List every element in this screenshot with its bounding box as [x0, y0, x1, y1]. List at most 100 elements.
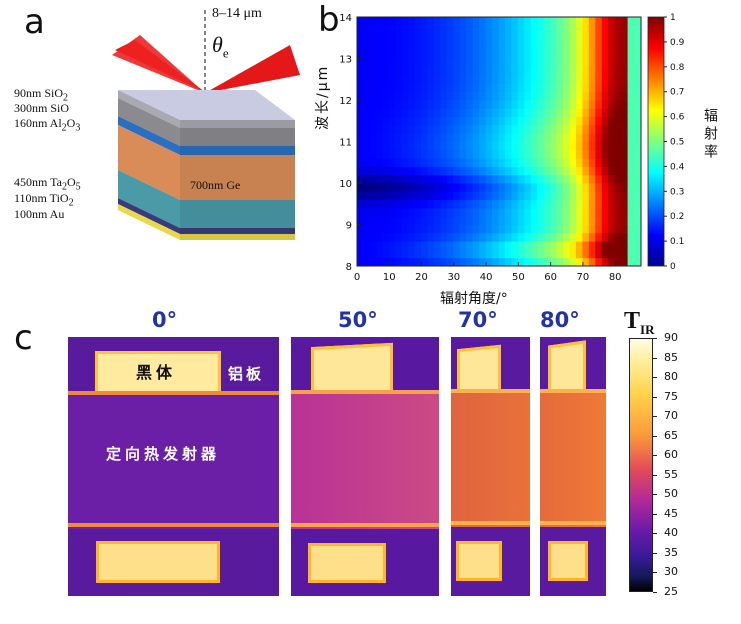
heatmap-cell	[375, 182, 384, 192]
heatmap-cell	[479, 215, 487, 225]
heatmap-cell	[537, 174, 545, 184]
heatmap-cell	[498, 215, 506, 225]
heatmap-cell	[556, 58, 565, 68]
heatmap-cell	[421, 99, 429, 109]
heatmap-cell	[408, 165, 416, 176]
heatmap-colorbar	[647, 16, 665, 267]
heatmap-cell	[375, 232, 384, 242]
heatmap-cell	[569, 66, 577, 76]
heatmap-cell	[504, 207, 513, 217]
heatmap-cell	[421, 132, 429, 142]
heatmap-cell	[472, 99, 481, 109]
heatmap-cell	[608, 49, 616, 59]
heatmap-cell	[582, 66, 590, 76]
heatmap-cell	[421, 66, 429, 76]
heatmap-cell	[537, 74, 545, 84]
heatmap-cell	[369, 132, 377, 142]
heatmap-cell	[530, 149, 539, 159]
heatmap-cell	[375, 207, 384, 217]
heatmap-cell	[459, 215, 468, 225]
layer-side-1	[180, 128, 295, 146]
heatmap-cell	[634, 124, 641, 134]
heatmap-cell	[550, 132, 558, 142]
heatmap-cell	[601, 199, 610, 209]
heatmap-cell	[362, 157, 371, 167]
heatmap-cell	[543, 116, 552, 126]
layer-side-0	[180, 120, 295, 128]
heatmap-cell	[433, 165, 442, 176]
heatmap-cell	[388, 215, 397, 225]
tir-tick	[653, 396, 657, 398]
heatmap-cell	[446, 190, 455, 201]
heatmap-cell	[530, 232, 539, 242]
heatmap-cell	[575, 199, 584, 209]
heatmap-cell	[492, 49, 500, 59]
heatmap-cell	[621, 124, 629, 134]
heatmap-cell	[575, 74, 584, 84]
heatmap-cell	[511, 190, 519, 201]
heatmap-cell	[608, 224, 616, 234]
colorbar-tick-label: 0.4	[670, 162, 685, 172]
heatmap-cell	[614, 99, 623, 109]
heatmap-cell	[357, 41, 364, 51]
heatmap-cell	[588, 74, 597, 84]
heatmap-cell	[498, 132, 506, 142]
heatmap-cell	[472, 33, 481, 43]
heatmap-cell	[530, 224, 539, 234]
heatmap-cell	[433, 149, 442, 159]
heatmap-cell	[375, 24, 384, 35]
heatmap-cell	[575, 107, 584, 118]
heatmap-cell	[375, 257, 384, 266]
heatmap-cell	[382, 49, 390, 59]
heatmap-cell	[530, 24, 539, 35]
layer-side-3	[180, 155, 295, 200]
heatmap-cell	[582, 224, 590, 234]
tir-tick	[653, 455, 657, 457]
heatmap-cell	[459, 66, 468, 76]
heatmap-cell	[421, 124, 429, 134]
heatmap-cell	[479, 174, 487, 184]
heatmap-cell	[498, 33, 506, 43]
heatmap-cell	[511, 224, 519, 234]
heatmap-cell	[472, 58, 481, 68]
heatmap-cell	[388, 157, 397, 167]
heatmap-cell	[627, 232, 636, 242]
heatmap-ylabel: 波长/μm	[315, 64, 331, 130]
heatmap-cell	[517, 17, 526, 26]
heatmap-cell	[537, 240, 545, 250]
heatmap-cell	[357, 99, 364, 109]
heatmap-cell	[466, 82, 474, 93]
heatmap-cell	[369, 174, 377, 184]
heatmap-cell	[414, 149, 423, 159]
x-tick-label: 30	[447, 272, 460, 283]
heatmap-cell	[530, 157, 539, 167]
heatmap-cell	[408, 124, 416, 134]
heatmap-cell	[421, 74, 429, 84]
heatmap-cell	[517, 149, 526, 159]
heatmap-cell	[511, 240, 519, 250]
heatmap-cell	[524, 174, 532, 184]
angle-label-0: 0°	[152, 308, 178, 332]
heatmap-cell	[362, 224, 371, 234]
heatmap-cell	[395, 41, 403, 51]
heatmap-cell	[504, 157, 513, 167]
heatmap-cell	[408, 66, 416, 76]
heatmap-cell	[466, 124, 474, 134]
heatmap-cell	[588, 99, 597, 109]
heatmap-cell	[375, 174, 384, 184]
heatmap-cell	[601, 124, 610, 134]
heatmap-cell	[357, 66, 364, 76]
heatmap-cell	[388, 116, 397, 126]
heatmap-cell	[563, 41, 571, 51]
heatmap-cell	[550, 199, 558, 209]
heatmap-cell	[627, 116, 636, 126]
heatmap-cell	[466, 248, 474, 259]
heatmap-cell	[440, 91, 448, 101]
heatmap-cell	[582, 116, 590, 126]
blackbody-annotation: 黑体	[136, 363, 177, 382]
heatmap-cell	[550, 107, 558, 118]
heatmap-cell	[388, 66, 397, 76]
heatmap-cell	[524, 107, 532, 118]
tir-tick-label: 60	[664, 448, 678, 462]
heatmap-cell	[408, 41, 416, 51]
